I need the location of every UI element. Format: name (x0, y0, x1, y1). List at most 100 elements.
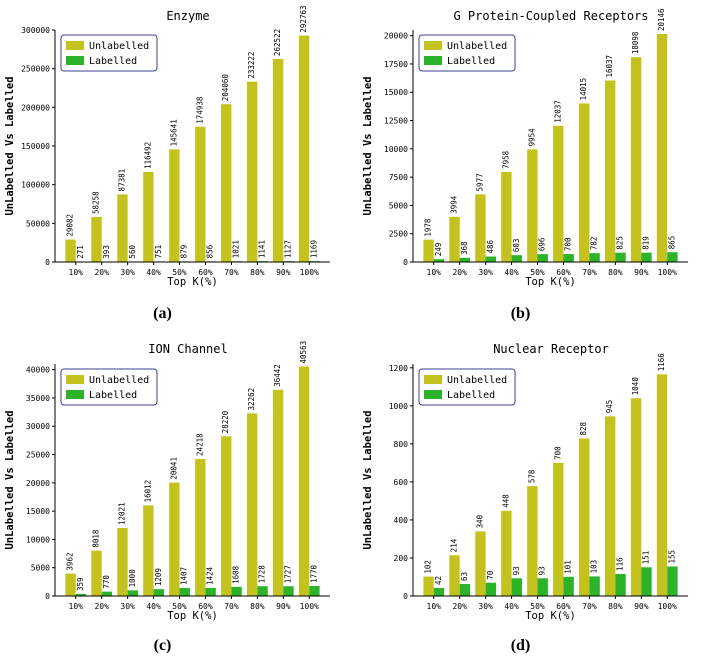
x-tick-label: 10% (427, 602, 442, 611)
y-tick-label: 0 (403, 258, 408, 267)
y-tick-label: 35000 (26, 394, 50, 403)
legend-swatch-unlabelled (66, 41, 84, 50)
data-label-labelled: 70 (486, 570, 495, 580)
data-label-unlabelled: 828 (579, 422, 588, 436)
data-label-unlabelled: 24218 (195, 433, 204, 456)
x-tick-label: 100% (658, 268, 677, 277)
data-label-labelled: 770 (102, 575, 111, 589)
legend-label-unlabelled: Unlabelled (447, 375, 507, 386)
x-tick-label: 100% (658, 602, 677, 611)
data-label-labelled: 825 (616, 236, 625, 250)
x-tick-label: 90% (634, 268, 649, 277)
data-label-unlabelled: 1166 (657, 353, 666, 372)
y-tick-label: 17500 (384, 60, 408, 69)
bar-labelled-90pct (641, 252, 652, 262)
y-axis-label: UnLabelled Vs Labelled (4, 76, 16, 215)
y-tick-label: 0 (403, 592, 408, 601)
bar-unlabelled-30pct (475, 531, 486, 596)
data-label-unlabelled: 945 (605, 400, 614, 414)
bar-labelled-40pct (511, 255, 522, 262)
data-label-labelled: 486 (486, 239, 495, 253)
x-tick-label: 80% (250, 602, 265, 611)
x-tick-label: 80% (608, 268, 623, 277)
bar-unlabelled-20pct (449, 555, 460, 596)
data-label-unlabelled: 14015 (579, 78, 588, 101)
legend-box (418, 34, 516, 72)
bar-unlabelled-90pct (272, 58, 284, 262)
y-tick-label: 400 (394, 516, 409, 525)
data-label-unlabelled: 340 (475, 514, 484, 528)
bar-unlabelled-70pct (221, 104, 232, 262)
data-label-unlabelled: 204060 (221, 74, 230, 102)
chart-panel-1: Enzyme 29082 58258 87381 116492 145641 174938 2… (4, 6, 330, 322)
y-tick-label: 1200 (389, 364, 408, 373)
y-tick-label: 10000 (26, 535, 50, 544)
x-tick-label: 10% (69, 268, 84, 277)
x-tick-label: 30% (478, 268, 493, 277)
legend-swatch-labelled (66, 56, 84, 65)
x-tick-label: 40% (146, 268, 161, 277)
data-label-labelled: 359 (76, 577, 85, 591)
data-label-labelled: 101 (564, 560, 573, 574)
x-tick-label: 60% (556, 602, 571, 611)
y-tick-label: 200000 (21, 103, 50, 112)
legend-label-unlabelled: Unlabelled (89, 41, 149, 52)
bar-unlabelled-10pct (65, 239, 76, 262)
data-label-unlabelled: 32262 (247, 388, 256, 411)
data-label-unlabelled: 3994 (450, 195, 459, 214)
data-label-unlabelled: 578 (527, 469, 536, 483)
data-label-labelled: 856 (206, 244, 215, 258)
bar-unlabelled-10pct (423, 576, 434, 596)
legend-swatch-labelled (424, 56, 442, 65)
bar-labelled-90pct (283, 586, 294, 596)
data-label-labelled: 249 (434, 243, 443, 257)
data-label-labelled: 368 (460, 241, 469, 255)
x-tick-label: 20% (452, 268, 467, 277)
bar-unlabelled-60pct (195, 458, 206, 596)
data-label-labelled: 103 (590, 560, 599, 574)
y-axis-label: UnLabelled Vs Labelled (362, 410, 374, 549)
y-tick-label: 15000 (384, 88, 408, 97)
legend-label-unlabelled: Unlabelled (89, 375, 149, 386)
data-label-labelled: 819 (641, 236, 650, 250)
bar-unlabelled-80pct (246, 413, 258, 596)
bar-labelled-70pct (231, 586, 242, 596)
chart-panel-2: G Protein-Coupled Receptors 1978 3994 5977 7… (362, 8, 688, 322)
bar-unlabelled-50pct (169, 482, 180, 596)
x-axis-label: Top K(%) (525, 276, 576, 288)
x-tick-label: 70% (582, 268, 597, 277)
bar-labelled-60pct (563, 576, 574, 596)
bar-unlabelled-40pct (143, 171, 154, 262)
y-tick-label: 300000 (21, 26, 50, 35)
data-label-labelled: 603 (512, 239, 521, 253)
data-label-unlabelled: 20041 (169, 457, 178, 480)
data-label-labelled: 155 (667, 550, 676, 564)
bar-unlabelled-80pct (604, 416, 616, 596)
data-label-labelled: 700 (564, 237, 573, 251)
x-tick-label: 100% (300, 268, 319, 277)
x-tick-label: 40% (504, 268, 519, 277)
legend-box (60, 368, 158, 406)
x-tick-label: 50% (172, 268, 187, 277)
bar-labelled-20pct (459, 584, 471, 596)
bar-unlabelled-30pct (475, 194, 486, 262)
x-tick-label: 60% (556, 268, 571, 277)
bar-labelled-50pct (537, 578, 548, 596)
data-label-labelled: 1141 (258, 240, 267, 258)
data-label-labelled: 560 (128, 245, 137, 259)
chart-panel-4: Nuclear Receptor102214340448578700828945… (362, 342, 688, 654)
data-label-labelled: 1021 (232, 240, 241, 258)
bar-unlabelled-30pct (117, 527, 128, 596)
y-tick-label: 2500 (389, 230, 408, 239)
bar-labelled-90pct (641, 567, 652, 596)
y-axis-label: UnLabelled Vs Labelled (4, 410, 16, 549)
legend-box (60, 34, 158, 72)
legend-label-labelled: Labelled (89, 56, 137, 67)
data-label-unlabelled: 174938 (195, 96, 204, 124)
data-label-unlabelled: 292763 (299, 6, 308, 33)
data-label-labelled: 93 (512, 566, 521, 575)
bar-labelled-100pct (667, 252, 678, 262)
y-tick-label: 0 (45, 258, 50, 267)
data-label-unlabelled: 116492 (143, 142, 152, 169)
data-label-unlabelled: 12037 (553, 100, 562, 123)
